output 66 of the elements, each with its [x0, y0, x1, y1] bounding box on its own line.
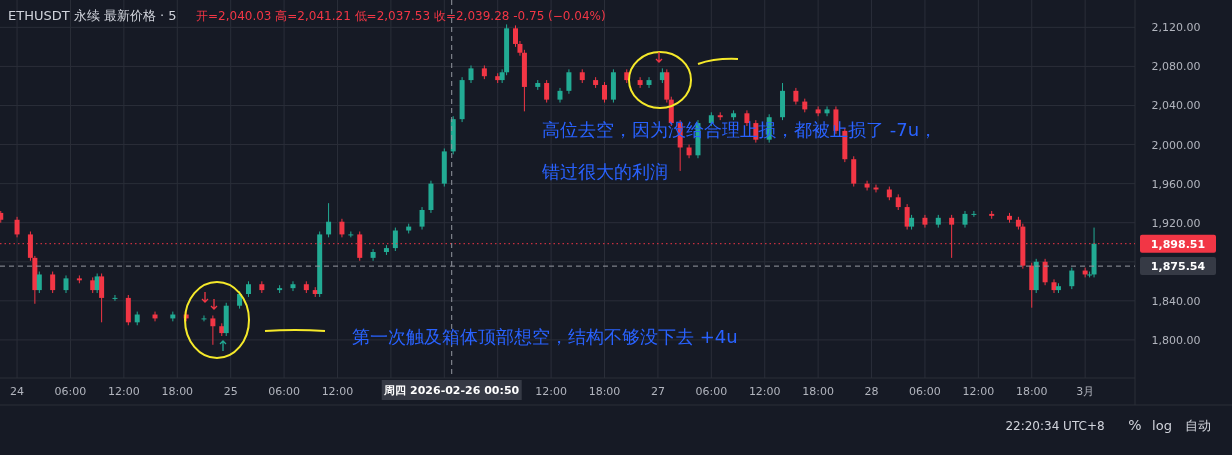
candlestick [922, 214, 928, 229]
candlestick [637, 76, 643, 89]
text: 开=2,040.03 高=2,041.21 低=2,037.53 收=2,039.28 -0.75 (−0.04%) [196, 9, 606, 23]
candlestick [357, 230, 363, 262]
x-tick-label: 12:00 [535, 385, 567, 398]
x-tick-label: 18:00 [588, 385, 621, 398]
candlestick [1069, 267, 1075, 290]
y-tick-label: 2,120.00 [1151, 21, 1201, 35]
candlestick [201, 314, 207, 322]
x-tick-label: 27 [650, 385, 665, 398]
x-tick-label: 12:00 [321, 385, 354, 398]
candlestick [112, 294, 118, 302]
candlestick [50, 271, 56, 294]
text: log [1152, 418, 1172, 433]
candlestick [370, 248, 376, 262]
x-tick-label: 06:00 [909, 385, 941, 398]
x-tick-label: 3月 [1076, 385, 1095, 398]
x-tick-label: 06:00 [695, 385, 728, 398]
candlestick [602, 81, 608, 104]
ref-line: 1,875.54 [0, 257, 1216, 276]
x-tick-label: 06:00 [54, 385, 87, 398]
candlestick [646, 76, 652, 89]
y-tick-label: 2,080.00 [1151, 60, 1201, 74]
y-tick-label: 2,000.00 [1151, 138, 1201, 152]
candlestick [419, 206, 425, 231]
candlestick [566, 68, 572, 95]
candlestick [326, 202, 332, 238]
text: % [1128, 417, 1142, 433]
x-tick-label: 25 [223, 385, 238, 398]
x-tick-label: 24 [10, 385, 25, 398]
candlestick [544, 79, 550, 104]
x-tick-label: 12:00 [108, 385, 140, 398]
x-tick-label: 12:00 [748, 385, 781, 398]
annotation: 错过很大的利润 [541, 161, 668, 182]
candlestick [949, 214, 955, 259]
x-tick-label: 12:00 [962, 385, 995, 398]
ref-line-label: 1,875.54 [1150, 260, 1206, 274]
text: ETHUSDT 永续 最新价格 · 5 [8, 8, 177, 23]
x-tick-label: 18:00 [161, 385, 194, 398]
x-tick-label: 28 [864, 385, 879, 398]
y-tick-label: 2,040.00 [1151, 99, 1201, 113]
y-tick-label: 1,920.00 [1151, 216, 1201, 230]
ref-line-label: 1,898.51 [1150, 237, 1206, 251]
text: 22:20:34 UTC+8 [1005, 419, 1105, 433]
ref-line: 1,898.51 [0, 234, 1216, 253]
candlestick [14, 216, 20, 238]
candlestick [864, 180, 870, 191]
candlestick [815, 105, 821, 117]
annotation: 第一次触及箱体顶部想空，结构不够没下去 +4u [352, 326, 738, 347]
text: 自动 [1185, 418, 1211, 433]
candlestick [99, 272, 105, 323]
candlestick [971, 210, 977, 218]
candlestick [339, 218, 345, 238]
y-tick-label: 1,960.00 [1151, 177, 1201, 191]
candlestick [290, 280, 296, 292]
ref-line-label: 周四 2026-02-26 00:50 [383, 384, 520, 397]
candlestick [36, 271, 42, 294]
x-tick-label: 18:00 [1015, 385, 1048, 398]
y-tick-label: 1,840.00 [1151, 294, 1201, 308]
candlestick [392, 227, 398, 252]
candlestick [210, 314, 216, 346]
x-tick-label: 18:00 [802, 385, 834, 398]
candlestick [824, 105, 830, 117]
candlestick [904, 203, 910, 231]
x-tick-label: 06:00 [268, 385, 300, 398]
y-tick-label: 1,800.00 [1151, 333, 1201, 347]
